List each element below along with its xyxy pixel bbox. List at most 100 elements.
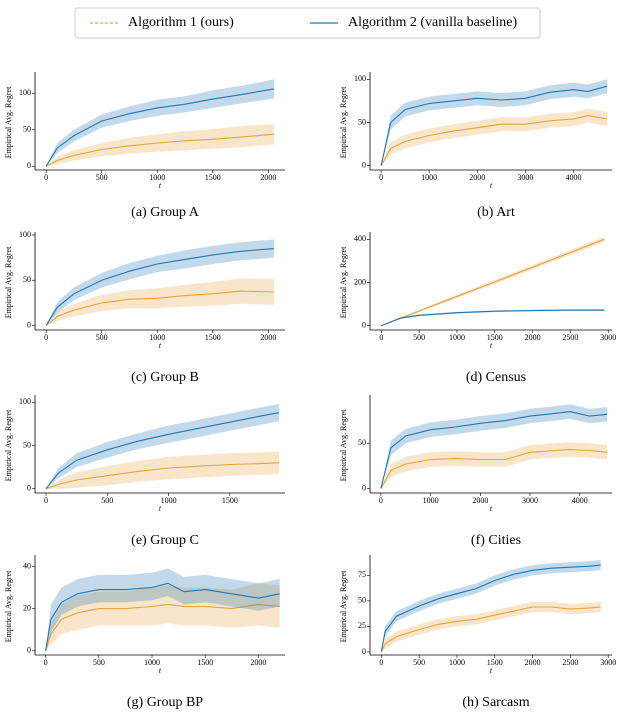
- x-tick-label: 0: [379, 496, 383, 505]
- x-tick-label: 2000: [260, 333, 276, 342]
- y-axis-label: Empirical Avg. Regret: [339, 246, 348, 318]
- y-tick-label: 0: [362, 647, 366, 656]
- confidence-band: [46, 79, 274, 167]
- x-tick-label: 1500: [197, 658, 213, 667]
- x-tick-label: 2000: [469, 173, 485, 182]
- x-tick-label: 500: [101, 496, 113, 505]
- confidence-band: [380, 404, 607, 489]
- series-line: [45, 462, 279, 490]
- x-tick-label: 2500: [562, 333, 578, 342]
- confidence-band: [381, 79, 608, 166]
- chart-caption: (a) Group A: [131, 205, 200, 220]
- x-tick-label: 3000: [517, 173, 533, 182]
- series-line: [380, 564, 601, 653]
- series-line: [380, 606, 601, 653]
- y-tick-label: 50: [23, 440, 31, 449]
- y-tick-label: 400: [354, 234, 366, 243]
- series-line: [45, 133, 274, 167]
- y-tick-label: 0: [27, 320, 31, 329]
- x-tick-label: 1500: [222, 496, 238, 505]
- confidence-band: [46, 239, 274, 326]
- y-tick-label: 50: [358, 117, 366, 126]
- x-tick-label: 1500: [205, 173, 221, 182]
- y-tick-label: 40: [23, 561, 31, 570]
- series-line: [45, 290, 274, 326]
- chart-caption: (b) Art: [477, 205, 515, 220]
- x-tick-label: 1000: [161, 496, 177, 505]
- confidence-band: [46, 404, 279, 489]
- x-tick-label: 1000: [449, 658, 465, 667]
- chart-caption: (c) Group B: [131, 370, 199, 385]
- legend-label: Algorithm 2 (vanilla baseline): [348, 15, 517, 30]
- x-tick-label: 2000: [525, 333, 541, 342]
- chart-caption: (d) Census: [466, 370, 526, 385]
- confidence-band: [381, 236, 605, 326]
- confidence-band: [46, 451, 279, 489]
- x-tick-label: 500: [93, 658, 105, 667]
- y-tick-label: 0: [27, 161, 31, 170]
- confidence-band: [45, 583, 280, 651]
- y-tick-label: 50: [23, 125, 31, 134]
- x-tick-label: 3000: [600, 333, 616, 342]
- y-axis-label: Empirical Avg. Regret: [339, 86, 348, 158]
- x-tick-label: 1000: [144, 658, 160, 667]
- x-tick-label: 2000: [525, 658, 541, 667]
- x-tick-label: 0: [44, 173, 48, 182]
- y-tick-label: 200: [354, 277, 366, 286]
- x-tick-label: 0: [379, 173, 383, 182]
- series-line: [381, 238, 605, 327]
- legend-label: Algorithm 1 (ours): [128, 15, 234, 30]
- y-tick-label: 100: [19, 397, 31, 406]
- y-tick-label: 50: [23, 275, 31, 284]
- x-axis-label: t: [490, 341, 493, 350]
- y-tick-label: 25: [358, 621, 366, 630]
- y-tick-label: 20: [23, 603, 31, 612]
- x-axis-label: t: [490, 181, 493, 190]
- y-tick-label: 75: [358, 570, 366, 579]
- y-axis-label: Empirical Avg. Regret: [339, 570, 348, 642]
- x-tick-label: 3000: [600, 658, 616, 667]
- chart-caption: (g) Group BP: [127, 695, 203, 710]
- x-tick-label: 500: [413, 658, 425, 667]
- y-tick-label: 0: [27, 646, 31, 655]
- y-tick-label: 0: [362, 483, 366, 492]
- x-tick-label: 1500: [205, 333, 221, 342]
- y-tick-label: 100: [354, 74, 366, 83]
- x-axis-label: t: [159, 504, 162, 513]
- x-tick-label: 3000: [522, 496, 538, 505]
- x-axis-label: t: [490, 666, 493, 675]
- x-axis-label: t: [490, 504, 493, 513]
- x-tick-label: 1000: [149, 333, 165, 342]
- x-tick-label: 1000: [421, 173, 437, 182]
- y-axis-label: Empirical Avg. Regret: [339, 409, 348, 481]
- x-tick-label: 500: [96, 333, 108, 342]
- x-tick-label: 1500: [487, 333, 503, 342]
- series-line: [380, 85, 608, 166]
- x-axis-label: t: [159, 666, 162, 675]
- series-line: [380, 115, 608, 166]
- x-tick-label: 1500: [487, 658, 503, 667]
- series-line: [381, 309, 605, 327]
- y-axis-label: Empirical Avg. Regret: [4, 86, 13, 158]
- y-axis-label: Empirical Avg. Regret: [4, 246, 13, 318]
- x-tick-label: 1000: [449, 333, 465, 342]
- series-line: [45, 603, 280, 651]
- x-tick-label: 2500: [562, 658, 578, 667]
- chart-caption: (f) Cities: [471, 533, 521, 548]
- y-tick-label: 0: [362, 161, 366, 170]
- x-tick-label: 0: [44, 333, 48, 342]
- y-tick-label: 100: [19, 88, 31, 97]
- x-tick-label: 500: [96, 173, 108, 182]
- confidence-band: [46, 124, 274, 167]
- series-line: [380, 411, 608, 489]
- confidence-band: [46, 278, 274, 326]
- x-tick-label: 2000: [250, 658, 266, 667]
- y-tick-label: 0: [362, 321, 366, 330]
- y-tick-label: 50: [358, 438, 366, 447]
- x-tick-label: 500: [413, 333, 425, 342]
- confidence-band: [381, 108, 608, 166]
- series-line: [380, 449, 608, 489]
- x-tick-label: 2000: [472, 496, 488, 505]
- x-tick-label: 0: [379, 333, 383, 342]
